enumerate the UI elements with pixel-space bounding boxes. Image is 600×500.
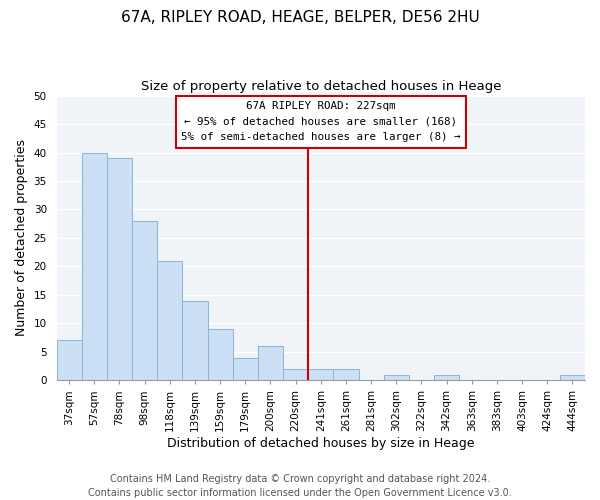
Bar [434, 374, 459, 380]
X-axis label: Distribution of detached houses by size in Heage: Distribution of detached houses by size … [167, 437, 475, 450]
Bar [383, 374, 409, 380]
Bar [560, 374, 585, 380]
Y-axis label: Number of detached properties: Number of detached properties [15, 140, 28, 336]
Bar [157, 260, 182, 380]
Bar [56, 340, 82, 380]
Bar [334, 369, 359, 380]
Bar [283, 369, 308, 380]
Bar [132, 221, 157, 380]
Bar [107, 158, 132, 380]
Bar [308, 369, 334, 380]
Bar [258, 346, 283, 380]
Bar [208, 329, 233, 380]
Text: 67A RIPLEY ROAD: 227sqm
← 95% of detached houses are smaller (168)
5% of semi-de: 67A RIPLEY ROAD: 227sqm ← 95% of detache… [181, 102, 461, 142]
Bar [233, 358, 258, 380]
Bar [182, 300, 208, 380]
Title: Size of property relative to detached houses in Heage: Size of property relative to detached ho… [140, 80, 501, 93]
Text: Contains HM Land Registry data © Crown copyright and database right 2024.
Contai: Contains HM Land Registry data © Crown c… [88, 474, 512, 498]
Text: 67A, RIPLEY ROAD, HEAGE, BELPER, DE56 2HU: 67A, RIPLEY ROAD, HEAGE, BELPER, DE56 2H… [121, 10, 479, 25]
Bar [82, 152, 107, 380]
